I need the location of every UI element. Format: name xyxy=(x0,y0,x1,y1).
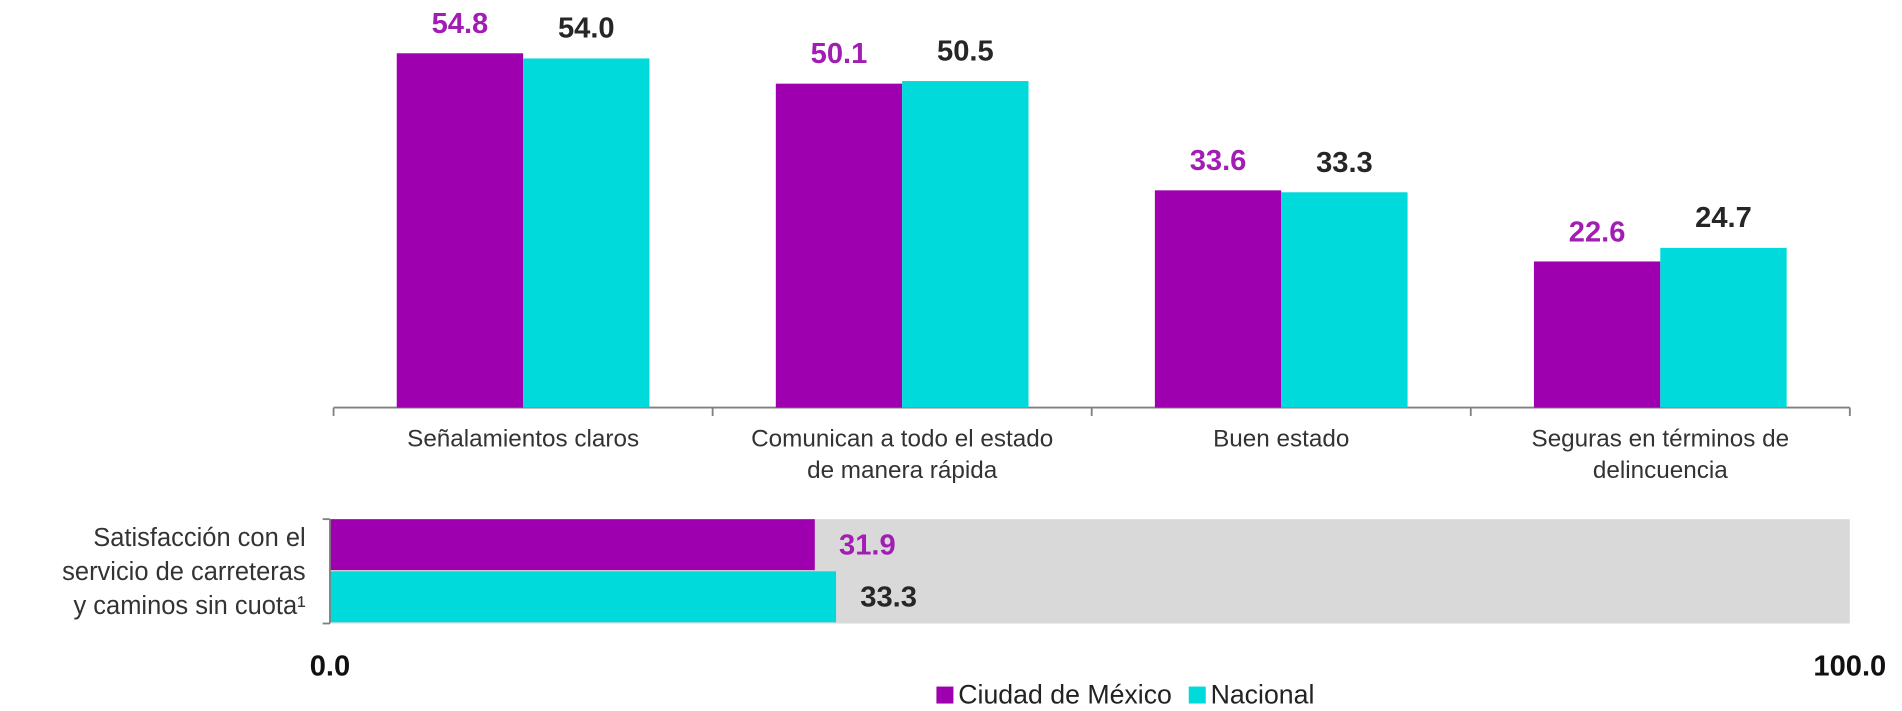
bar xyxy=(1281,192,1408,408)
data-label: 33.3 xyxy=(860,580,917,614)
data-label: 54.0 xyxy=(557,12,615,46)
x-tick-label: 100.0 xyxy=(1813,650,1887,683)
legend-marker xyxy=(936,686,954,704)
bar xyxy=(1154,190,1282,408)
bar xyxy=(523,58,650,408)
bar xyxy=(902,81,1029,408)
data-label: 33.3 xyxy=(1316,146,1373,179)
bar xyxy=(396,53,524,408)
bar xyxy=(1533,261,1661,408)
data-label: 50.1 xyxy=(810,37,868,71)
x-tick-label: Seguras en términos de delincuencia xyxy=(1531,425,1790,484)
legend-label: Ciudad de México xyxy=(958,679,1172,710)
data-label: 50.5 xyxy=(937,34,994,68)
bar xyxy=(1660,247,1787,408)
data-label: 31.9 xyxy=(839,528,896,562)
data-label: 22.6 xyxy=(1568,215,1626,249)
data-label: 54.8 xyxy=(431,7,489,40)
legend-marker xyxy=(1188,686,1206,704)
x-tick-label: Comunican a todo el estado de manera ráp… xyxy=(751,425,1054,484)
bar xyxy=(775,83,903,408)
x-tick-label: 0.0 xyxy=(309,650,351,683)
bar xyxy=(329,571,837,623)
y-tick-label: Satisfacción con el servicio de carreter… xyxy=(62,524,306,620)
data-label: 33.6 xyxy=(1189,144,1247,177)
x-tick-label: Señalamientos claros xyxy=(407,425,640,453)
bar xyxy=(329,519,815,571)
legend-label: Nacional xyxy=(1210,679,1315,710)
x-tick-label: Buen estado xyxy=(1213,425,1350,453)
data-label: 24.7 xyxy=(1695,201,1752,235)
